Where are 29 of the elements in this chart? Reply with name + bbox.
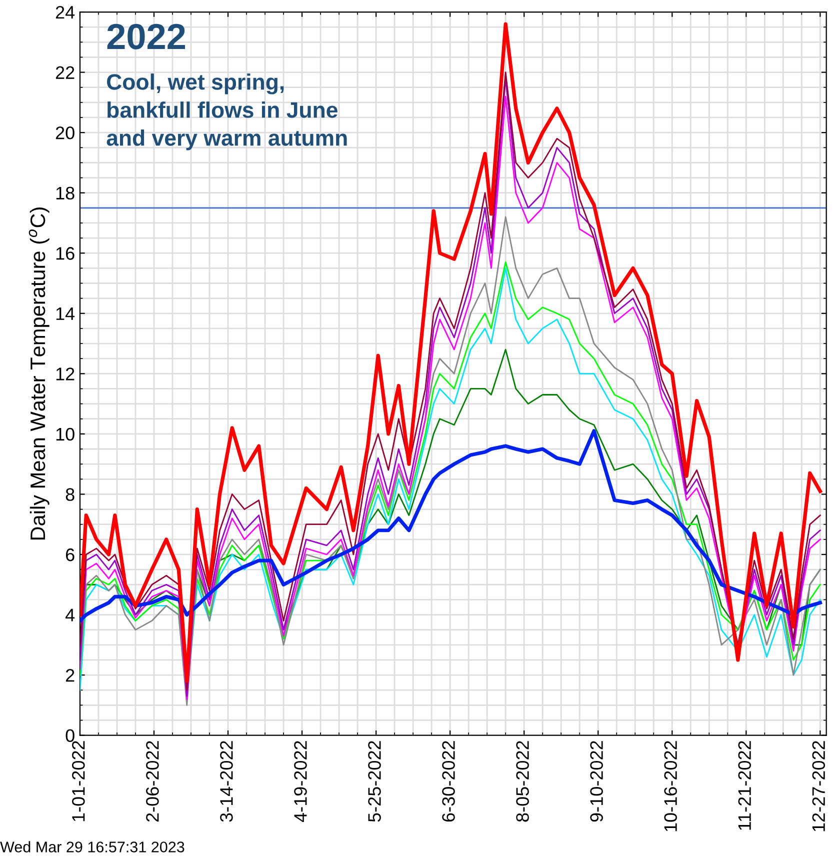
text: Wed Mar 29 16:57:31 2023: [0, 841, 184, 852]
x-tick-label: 11-21-2022: [738, 741, 751, 830]
y-tick-label: 22: [56, 66, 74, 79]
x-tick-label: 12-27-2022: [812, 741, 826, 832]
y-tick-label: 4: [65, 608, 75, 622]
x-tick-label: 8-05-2022: [516, 741, 529, 822]
y-tick-label: 6: [66, 548, 74, 562]
x-tick-label: 3-14-2022: [220, 741, 233, 822]
y-tick-label: 16: [56, 247, 74, 260]
x-tick-label: 9-10-2022: [590, 741, 603, 822]
y-axis-title: Daily Mean Water Temperature ($^{o}$C): [28, 208, 50, 540]
x-tick-label: 1-01-2022: [72, 741, 85, 822]
y-tick-label: 10: [56, 428, 74, 441]
y-tick-label: 0: [66, 729, 74, 742]
y-tick-label: 12: [56, 368, 74, 380]
x-tick-label: 6-30-2022: [442, 741, 455, 822]
y-tick-label: 20: [56, 126, 74, 140]
x-tick-label: 5-25-2022: [368, 741, 381, 822]
x-tick-label: 2-06-2022: [146, 741, 159, 822]
x-tick-label: 4-19-2022: [294, 741, 307, 822]
y-tick-label: 8: [66, 488, 74, 501]
chart-title: 2022: [107, 24, 185, 50]
x-tick-label: 10-16-2022: [664, 741, 677, 832]
y-tick-label: 2: [66, 668, 74, 682]
y-tick-label: 18: [56, 186, 74, 200]
text: Cool, wet spring, bankfull flows in June and very warm autumn: [106, 73, 347, 150]
y-tick-label: 24: [56, 6, 75, 19]
y-tick-label: 14: [56, 308, 75, 320]
line-series: [80, 429, 822, 623]
